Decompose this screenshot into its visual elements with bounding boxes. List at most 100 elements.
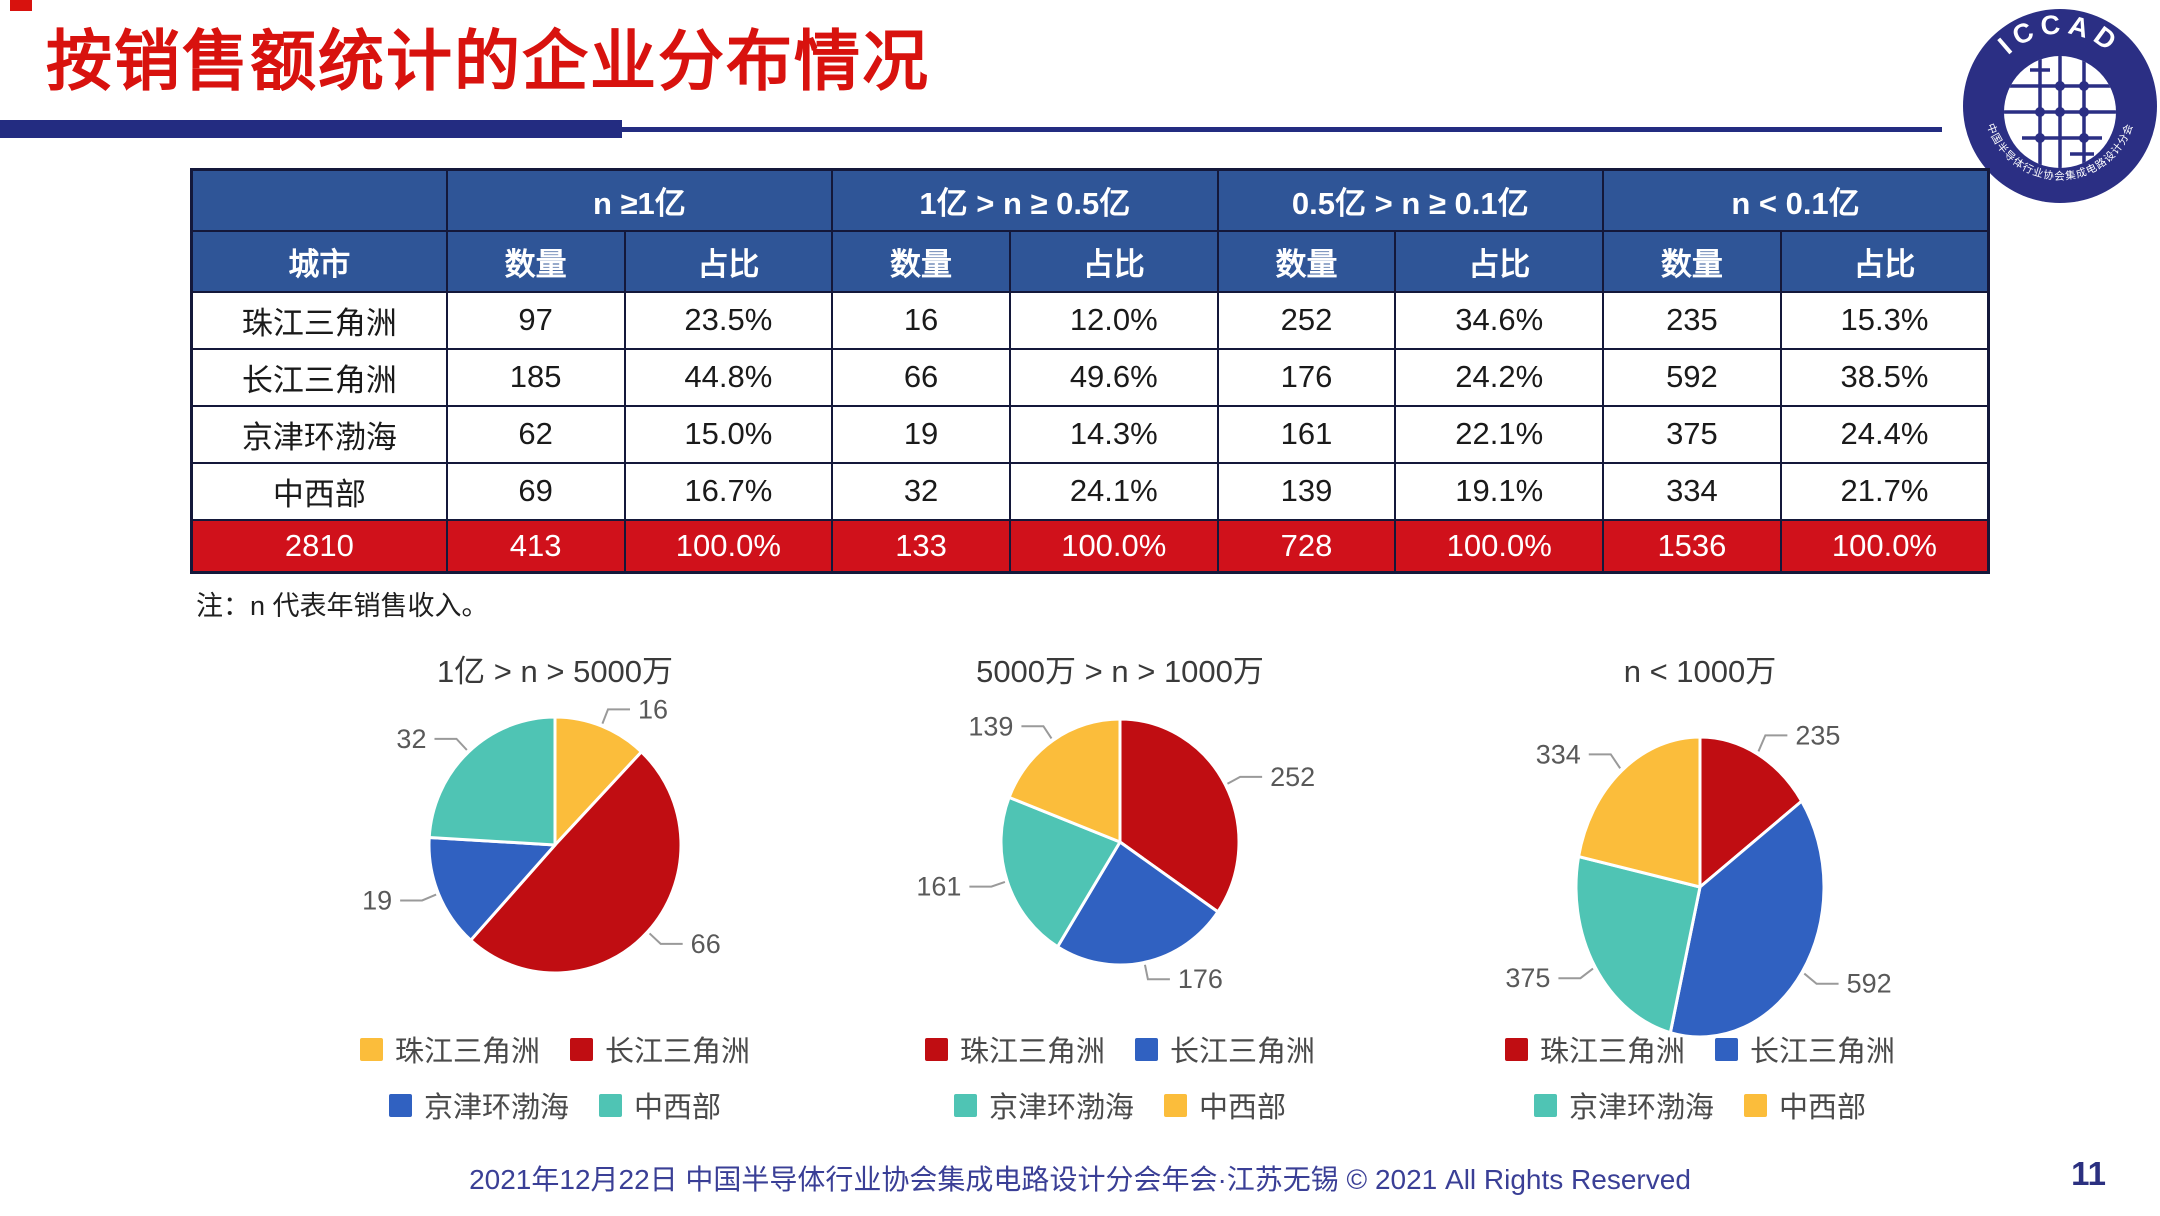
- table-row-yangtze-river-delta: 长江三角洲 185 44.8% 66 49.6% 176 24.2% 592 3…: [190, 347, 1990, 407]
- qty-header-2: 数量: [831, 229, 1011, 293]
- legend-swatch: [953, 1093, 977, 1117]
- legend-swatch: [1504, 1037, 1528, 1061]
- legend-item: 长江三角洲: [570, 1028, 750, 1070]
- pie-chart-2: 252 176 161 139: [916, 711, 1315, 994]
- cell: 32: [831, 461, 1011, 521]
- legend-item: 珠江三角洲: [924, 1028, 1105, 1070]
- cell: 16: [831, 290, 1011, 350]
- cell: 22.1%: [1394, 404, 1604, 464]
- cell: 66: [831, 347, 1011, 407]
- group-header-2: 1亿 > n ≥ 0.5亿: [831, 168, 1219, 232]
- pie-slice: [1574, 855, 1702, 1035]
- legend-item: 长江三角洲: [1135, 1028, 1315, 1070]
- pie-chart-1-title: 1亿 > n > 5000万: [436, 654, 674, 689]
- pie-slice: [1577, 735, 1702, 889]
- cell: 139: [1216, 461, 1397, 521]
- corner-accent: [10, 0, 32, 11]
- legend-row: 珠江三角洲 长江三角洲: [1504, 1028, 1895, 1070]
- total-cell: 728: [1216, 518, 1397, 574]
- group-header-3: 0.5亿 > n ≥ 0.1亿: [1216, 168, 1604, 232]
- pie-chart-3-legend: 珠江三角洲 长江三角洲 京津环渤海 中西部: [1420, 1028, 1980, 1126]
- pie-label-leader-line: [400, 893, 437, 902]
- cell: 34.6%: [1394, 290, 1604, 350]
- legend-label: 长江三角洲: [1750, 1036, 1896, 1068]
- pie-chart-2-title: 5000万 > n > 1000万: [976, 654, 1264, 689]
- total-cell: 100.0%: [1009, 518, 1219, 574]
- legend-label: 珠江三角洲: [959, 1036, 1105, 1068]
- pct-header-3: 占比: [1394, 229, 1604, 293]
- pie-chart-2-legend: 珠江三角洲 长江三角洲 京津环渤海 中西部: [840, 1028, 1400, 1126]
- cell: 49.6%: [1009, 347, 1219, 407]
- pie-label-leader-line: [601, 708, 631, 725]
- pie-label-leader-line: [1803, 972, 1839, 985]
- pie-slice: [999, 795, 1122, 949]
- slide-title: 按销售额统计的企业分布情况: [46, 24, 930, 98]
- legend-label: 中西部: [1199, 1092, 1287, 1124]
- legend-swatch: [1135, 1037, 1158, 1061]
- total-cell: 100.0%: [1779, 518, 1990, 574]
- table-subheader-row: 城市 数量 占比 数量 占比 数量 占比 数量 占比: [190, 229, 1990, 293]
- pie-slice: [1668, 799, 1826, 1039]
- legend-row: 京津环渤海 中西部: [388, 1084, 721, 1126]
- group-header-1: n ≥1亿: [445, 168, 834, 232]
- pie-label-leader-line: [648, 932, 683, 945]
- cell: 24.1%: [1009, 461, 1219, 521]
- stats-table: n ≥1亿 1亿 > n ≥ 0.5亿 0.5亿 > n ≥ 0.1亿 n < …: [190, 168, 1990, 574]
- legend-swatch: [1533, 1093, 1557, 1117]
- pie-value-label: 334: [1536, 739, 1581, 769]
- pie-label-leader-line: [434, 737, 468, 751]
- qty-header-4: 数量: [1601, 229, 1782, 293]
- table-row-central-west: 中西部 69 16.7% 32 24.1% 139 19.1% 334 21.7…: [190, 461, 1990, 521]
- legend-item: 珠江三角洲: [359, 1028, 540, 1070]
- legend-item: 长江三角洲: [1715, 1028, 1895, 1070]
- cell: 19: [831, 404, 1011, 464]
- pie-slice: [427, 835, 557, 942]
- cell: 185: [445, 347, 626, 407]
- cell: 23.5%: [623, 290, 834, 350]
- logo-circuit-dots: [2035, 81, 2089, 143]
- legend-label: 长江三角洲: [1170, 1036, 1316, 1068]
- note-text: 注：n 代表年销售收入。: [196, 591, 489, 621]
- city-column-header: 城市: [190, 229, 448, 293]
- cell: 38.5%: [1779, 347, 1990, 407]
- table-total-row: 2810 413 100.0% 133 100.0% 728 100.0% 15…: [190, 518, 1990, 574]
- cell: 176: [1216, 347, 1397, 407]
- pie-slice: [1007, 717, 1122, 844]
- page-number: 11: [2071, 1155, 2106, 1192]
- legend-item: 中西部: [1744, 1084, 1866, 1126]
- pie-label-leader-line: [969, 880, 1006, 888]
- legend-swatch: [359, 1037, 383, 1061]
- legend-label: 京津环渤海: [1568, 1092, 1714, 1124]
- pie-value-label: 252: [1270, 762, 1315, 792]
- pie-value-label: 375: [1505, 963, 1550, 993]
- pct-header-2: 占比: [1009, 229, 1219, 293]
- legend-swatch: [388, 1093, 412, 1117]
- table-group-header-row: n ≥1亿 1亿 > n ≥ 0.5亿 0.5亿 > n ≥ 0.1亿 n < …: [190, 168, 1990, 232]
- pie-value-label: 16: [638, 694, 668, 724]
- legend-label: 京津环渤海: [988, 1092, 1134, 1124]
- total-city: 2810: [190, 518, 448, 574]
- legend-row: 珠江三角洲 长江三角洲: [924, 1028, 1315, 1070]
- pie-chart-3-title: n < 1000万: [1623, 654, 1777, 689]
- total-cell: 413: [445, 518, 626, 574]
- row-city: 中西部: [190, 461, 448, 521]
- cell: 44.8%: [623, 347, 834, 407]
- pie-value-label: 176: [1178, 964, 1223, 994]
- pie-value-label: 19: [362, 885, 392, 915]
- pie-label-leader-line: [1588, 753, 1621, 769]
- footer-text: 2021年12月22日 中国半导体行业协会集成电路设计分会年会·江苏无锡 © 2…: [469, 1164, 1691, 1195]
- pie-slice: [1698, 735, 1804, 889]
- row-city: 珠江三角洲: [190, 290, 448, 350]
- cell: 24.2%: [1394, 347, 1604, 407]
- legend-item: 珠江三角洲: [1504, 1028, 1685, 1070]
- pie-label-leader-line: [1558, 967, 1594, 980]
- table-corner-cell: [190, 168, 448, 232]
- legend-label: 珠江三角洲: [394, 1036, 540, 1068]
- pie-chart-3: 235 592 375 334: [1505, 720, 1892, 1039]
- cell: 69: [445, 461, 626, 521]
- cell: 97: [445, 290, 626, 350]
- legend-label: 中西部: [1779, 1092, 1867, 1124]
- total-cell: 100.0%: [623, 518, 834, 574]
- legend-swatch: [1744, 1093, 1767, 1117]
- qty-header-1: 数量: [445, 229, 626, 293]
